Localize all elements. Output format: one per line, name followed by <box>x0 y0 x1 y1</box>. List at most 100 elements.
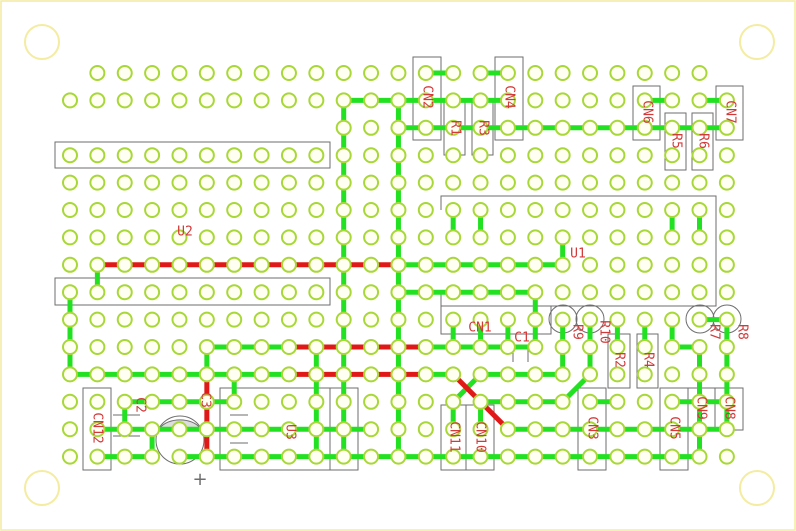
pad <box>116 366 133 383</box>
pad <box>390 311 407 328</box>
pad <box>198 339 215 355</box>
pad <box>445 65 462 81</box>
pad <box>363 421 380 438</box>
pad <box>62 448 78 465</box>
pad <box>472 393 489 410</box>
mounting-hole <box>24 470 60 506</box>
pad <box>280 147 297 164</box>
pad <box>527 448 544 465</box>
pad <box>198 174 215 191</box>
pad <box>226 174 243 191</box>
pad <box>527 284 544 301</box>
pad <box>664 147 681 164</box>
pad <box>363 284 380 301</box>
pad <box>89 393 106 410</box>
component-label-cn8: CN8 <box>722 396 737 419</box>
pad <box>280 65 297 81</box>
pad <box>691 339 708 355</box>
pad <box>527 147 544 164</box>
component-label-cn7: CN7 <box>723 100 738 123</box>
pad <box>171 284 188 301</box>
pad <box>253 92 270 109</box>
pad <box>417 311 434 328</box>
pad <box>527 119 544 136</box>
pad <box>253 421 270 438</box>
pad <box>171 147 188 164</box>
pad <box>472 284 489 301</box>
pad <box>116 202 133 218</box>
pad <box>609 256 626 273</box>
pad <box>445 311 462 328</box>
pad <box>62 256 78 273</box>
pad <box>308 311 325 328</box>
pad <box>636 92 653 109</box>
pad <box>226 65 243 81</box>
mounting-hole <box>24 24 60 60</box>
pad <box>144 284 161 301</box>
pad <box>335 448 352 465</box>
pad <box>527 366 544 383</box>
pad <box>198 284 215 301</box>
pad <box>226 284 243 301</box>
pad <box>171 92 188 109</box>
pad <box>198 393 215 410</box>
pad <box>499 119 516 136</box>
pad <box>390 448 407 465</box>
pad <box>280 229 297 246</box>
pad <box>499 92 516 109</box>
pad <box>171 311 188 328</box>
pad <box>62 202 78 218</box>
pad <box>472 147 489 164</box>
pad <box>363 311 380 328</box>
pad <box>363 256 380 273</box>
pad <box>226 421 243 438</box>
pad <box>253 174 270 191</box>
pad <box>363 92 380 109</box>
component-label-cn10: CN10 <box>473 421 488 452</box>
pad <box>664 366 681 383</box>
component-label-r2: R2 <box>612 352 627 368</box>
pad <box>308 366 325 383</box>
pad <box>417 421 434 438</box>
pad <box>691 311 708 328</box>
pad <box>390 202 407 218</box>
pad <box>144 256 161 273</box>
pad <box>664 174 681 191</box>
component-label-r10: R10 <box>597 320 612 343</box>
pad <box>226 366 243 383</box>
pad <box>636 174 653 191</box>
pad <box>253 311 270 328</box>
pad <box>308 339 325 355</box>
pad <box>636 339 653 355</box>
pad <box>527 229 544 246</box>
pad <box>554 147 571 164</box>
pad <box>280 339 297 355</box>
pad <box>554 202 571 218</box>
pad <box>116 284 133 301</box>
pad <box>335 92 352 109</box>
pad <box>445 448 462 465</box>
component-outline <box>54 277 331 306</box>
component-label-cn12: CN12 <box>90 412 105 443</box>
pad <box>390 119 407 136</box>
pad <box>335 229 352 246</box>
pad <box>499 174 516 191</box>
pad <box>390 92 407 109</box>
pad <box>499 147 516 164</box>
component-outline <box>636 333 659 389</box>
pad <box>89 202 106 218</box>
pad <box>499 393 516 410</box>
pad <box>226 448 243 465</box>
pad <box>664 229 681 246</box>
pad <box>308 174 325 191</box>
pad <box>636 119 653 136</box>
pad <box>226 311 243 328</box>
pad <box>89 311 106 328</box>
pad <box>718 421 735 438</box>
pad <box>62 339 78 355</box>
pad <box>144 448 161 465</box>
component-label-r6: R6 <box>696 133 711 149</box>
pad <box>609 421 626 438</box>
component-outlines <box>54 56 744 471</box>
